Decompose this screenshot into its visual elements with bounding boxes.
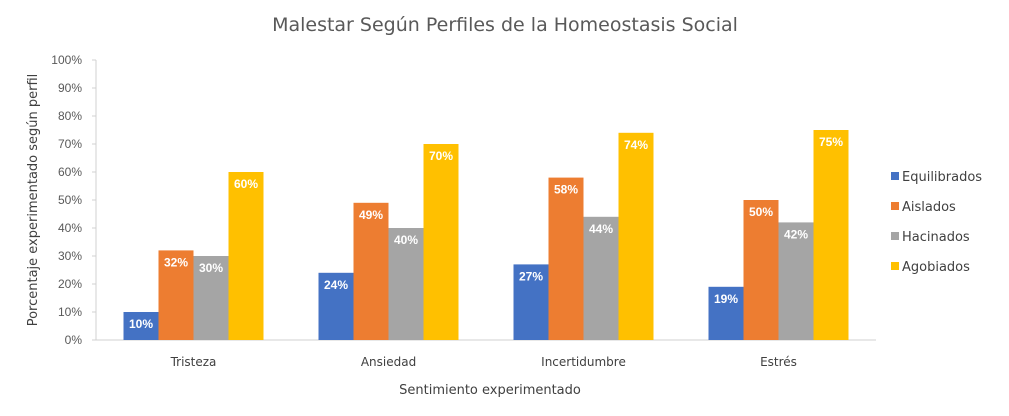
legend-label: Aislados: [902, 200, 956, 215]
legend-label: Equilibrados: [902, 170, 982, 185]
x-tick-label: Tristeza: [170, 355, 217, 369]
legend-item: Equilibrados: [891, 170, 982, 185]
legend-item: Hacinados: [891, 230, 970, 245]
bar: [513, 264, 549, 340]
data-label: 19%: [714, 292, 738, 306]
y-tick-label: 70%: [58, 137, 82, 151]
y-tick-label: 80%: [58, 109, 82, 123]
bar: [708, 286, 744, 340]
data-label: 44%: [589, 222, 613, 236]
data-label: 75%: [819, 135, 843, 149]
legend-label: Agobiados: [902, 260, 970, 275]
data-label: 30%: [199, 261, 223, 275]
bar: [228, 172, 264, 340]
legend-label: Hacinados: [902, 230, 970, 245]
y-tick-label: 30%: [58, 249, 82, 263]
y-tick-label: 40%: [58, 221, 82, 235]
legend-swatch: [891, 262, 899, 270]
data-label: 40%: [394, 233, 418, 247]
bar: [193, 256, 229, 340]
x-tick-label: Incertidumbre: [541, 355, 626, 369]
data-label: 50%: [749, 205, 773, 219]
chart-title: Malestar Según Perfiles de la Homeostasi…: [272, 14, 738, 36]
bar: [618, 132, 654, 340]
data-label: 74%: [624, 138, 648, 152]
data-label: 27%: [519, 269, 543, 283]
bar: [583, 216, 619, 340]
y-tick-label: 50%: [58, 193, 82, 207]
x-axis-label: Sentimiento experimentado: [399, 383, 581, 398]
legend-item: Aislados: [891, 200, 956, 215]
y-tick-label: 100%: [51, 53, 82, 67]
x-tick-label: Estrés: [760, 355, 797, 369]
bar: [548, 177, 584, 340]
bar: [318, 272, 354, 340]
y-axis: 0% 10% 20% 30% 40% 50% 60% 70% 80% 90% 100%: [51, 53, 97, 347]
bar: [123, 312, 159, 340]
y-axis-label: Porcentaje experimentado según perfil: [26, 74, 41, 327]
bar: [423, 144, 459, 340]
legend-item: Agobiados: [891, 260, 970, 275]
legend-swatch: [891, 232, 899, 240]
bar: [743, 200, 779, 340]
y-tick-label: 0%: [65, 333, 83, 347]
bar: [778, 222, 814, 340]
data-label: 10%: [129, 317, 153, 331]
bar: [388, 228, 424, 340]
x-axis: Tristeza Ansiedad Incertidumbre Estrés: [96, 339, 876, 369]
bar: [353, 202, 389, 340]
legend: Equilibrados Aislados Hacinados Agobiados: [891, 170, 982, 275]
bar: [158, 250, 194, 340]
bars-group: [123, 130, 849, 340]
data-label: 32%: [164, 255, 188, 269]
data-label: 42%: [784, 227, 808, 241]
legend-swatch: [891, 202, 899, 210]
y-tick-label: 10%: [58, 305, 82, 319]
bar: [813, 130, 849, 340]
data-label: 49%: [359, 208, 383, 222]
data-label: 60%: [234, 177, 258, 191]
data-labels-group: 10% 24% 27% 19% 32% 49% 58% 50% 30% 40% 44% 42% 60% 7…: [129, 135, 843, 331]
x-tick-label: Ansiedad: [361, 355, 416, 369]
y-tick-label: 90%: [58, 81, 82, 95]
data-label: 24%: [324, 278, 348, 292]
legend-swatch: [891, 172, 899, 180]
y-tick-label: 60%: [58, 165, 82, 179]
data-label: 70%: [429, 149, 453, 163]
data-label: 58%: [554, 183, 578, 197]
y-tick-label: 20%: [58, 277, 82, 291]
